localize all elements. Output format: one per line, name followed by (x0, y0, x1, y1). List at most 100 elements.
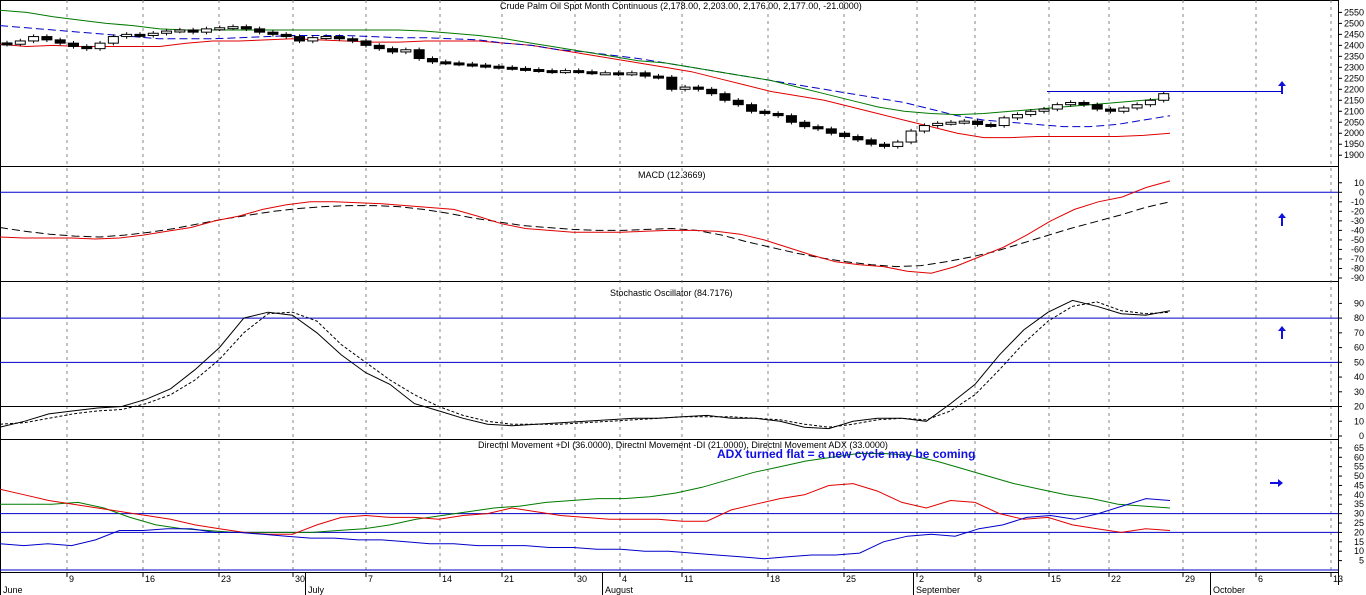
stoch-d-line (0, 301, 1171, 428)
candle-body (839, 132, 851, 138)
up-arrow-icon (1278, 81, 1286, 94)
candle-body (174, 29, 186, 33)
dmi-axis-tick-label: 45 (1354, 480, 1364, 490)
candle-body (147, 32, 159, 36)
macd-line (0, 180, 1171, 274)
candle-body (41, 36, 53, 41)
plus-di-line (0, 498, 1171, 560)
candle-body (586, 71, 598, 75)
moving-average-line (0, 38, 1171, 139)
x-day-label: 30 (295, 574, 305, 584)
x-day-label: 2 (919, 574, 924, 584)
macd-axis-tick-label: 10 (1354, 178, 1364, 188)
macd-axis-tick-label: -70 (1351, 254, 1364, 264)
candle-body (1091, 104, 1103, 110)
candle-body (1144, 99, 1156, 106)
x-day-label: 21 (504, 574, 514, 584)
price-title: Crude Palm Oil Spot Month Continuous (2,… (500, 1, 862, 11)
price-axis-tick-label: 1900 (1344, 150, 1364, 160)
price-axis-tick-label: 2250 (1344, 73, 1364, 83)
candle-body (559, 70, 571, 74)
stoch-axis-tick-label: 50 (1354, 357, 1364, 367)
candle-body (440, 61, 452, 65)
candle-body (214, 27, 226, 31)
macd-axis-tick-label: -60 (1351, 244, 1364, 254)
x-day-label: 7 (368, 574, 373, 584)
panel-frames (0, 0, 1339, 585)
candle-body (480, 64, 492, 68)
candle-body (1131, 104, 1143, 109)
macd-axis-tick-label: -10 (1351, 197, 1364, 207)
price-axis-tick-label: 1950 (1344, 139, 1364, 149)
stoch-axis-tick-label: 60 (1354, 343, 1364, 353)
candle-body (333, 36, 345, 40)
candle-body (413, 49, 425, 60)
candle-body (985, 123, 997, 127)
candle-body (639, 72, 651, 77)
price-axis-tick-label: 2150 (1344, 95, 1364, 105)
macd-axis-tick-label: -30 (1351, 216, 1364, 226)
candle-body (426, 58, 438, 63)
candle-body (54, 39, 66, 44)
x-day-label: 11 (684, 574, 693, 584)
dmi-axis-tick-label: 35 (1354, 499, 1364, 509)
dmi-axis-tick-label: 50 (1354, 471, 1364, 481)
stoch-axis-tick-label: 40 (1354, 372, 1364, 382)
candle-body (998, 117, 1010, 127)
candle-body (932, 122, 944, 127)
candle-body (161, 30, 173, 34)
macd-title: MACD (12.3669) (638, 170, 706, 180)
candle-body (1105, 108, 1117, 112)
candle-body (1065, 101, 1077, 106)
x-day-label: 9 (69, 574, 74, 584)
dmi-axis-tick-label: 10 (1354, 546, 1364, 556)
dmi-axis-tick-label: 55 (1354, 462, 1364, 472)
candle-body (1118, 107, 1130, 112)
dmi-axis-tick-label: 65 (1354, 443, 1364, 453)
adx-annotation: ADX turned flat = a new cycle may be com… (717, 447, 975, 461)
candle-body (706, 88, 718, 95)
macd-axis-tick-label: -40 (1351, 225, 1364, 235)
candle-body (746, 104, 758, 112)
candle-body (121, 33, 133, 38)
candle-body (294, 36, 305, 42)
price-axis-tick-label: 2000 (1344, 128, 1364, 138)
candle-body (1025, 110, 1037, 116)
x-month-label: June (3, 585, 23, 595)
dmi-axis-tick-label: 60 (1354, 452, 1364, 462)
dmi-axis-tick-label: 5 (1359, 556, 1364, 566)
candle-body (1038, 108, 1050, 112)
x-day-label: 23 (221, 574, 231, 584)
candle-body (227, 26, 239, 30)
moving-average-line (0, 25, 1171, 128)
minus-di-line (0, 483, 1171, 535)
candle-body (573, 70, 585, 74)
x-day-label: 8 (977, 574, 982, 584)
candle-body (945, 121, 957, 125)
candle-body (879, 143, 890, 147)
candle-body (14, 40, 26, 45)
x-month-label: July (308, 585, 325, 595)
stoch-axis-tick-label: 0 (1359, 431, 1364, 441)
stochastic-title: Stochastic Oscillator (84.7176) (610, 288, 733, 298)
price-axis-tick-label: 2450 (1344, 29, 1364, 39)
candle-body (81, 45, 93, 50)
x-day-label: 14 (442, 574, 452, 584)
candle-body (533, 69, 545, 73)
candle-body (373, 44, 385, 50)
stoch-axis-tick-label: 80 (1354, 313, 1364, 323)
right-arrow-icon (1270, 479, 1283, 487)
candle-body (599, 72, 611, 76)
candle-body (347, 38, 359, 42)
candle-body (692, 86, 704, 90)
candle-body (759, 110, 771, 114)
candle-body (918, 125, 930, 132)
macd-axis-tick-label: -50 (1351, 235, 1364, 245)
macd-axis-tick-label: -80 (1351, 263, 1364, 273)
candle-body (320, 36, 332, 40)
macd-axis-tick-label: -90 (1351, 273, 1364, 283)
x-day-label: 22 (1111, 574, 1121, 584)
dmi-axis-tick-label: 40 (1354, 490, 1364, 500)
candle-body (493, 65, 505, 69)
macd-axis-tick-label: -20 (1351, 206, 1364, 216)
